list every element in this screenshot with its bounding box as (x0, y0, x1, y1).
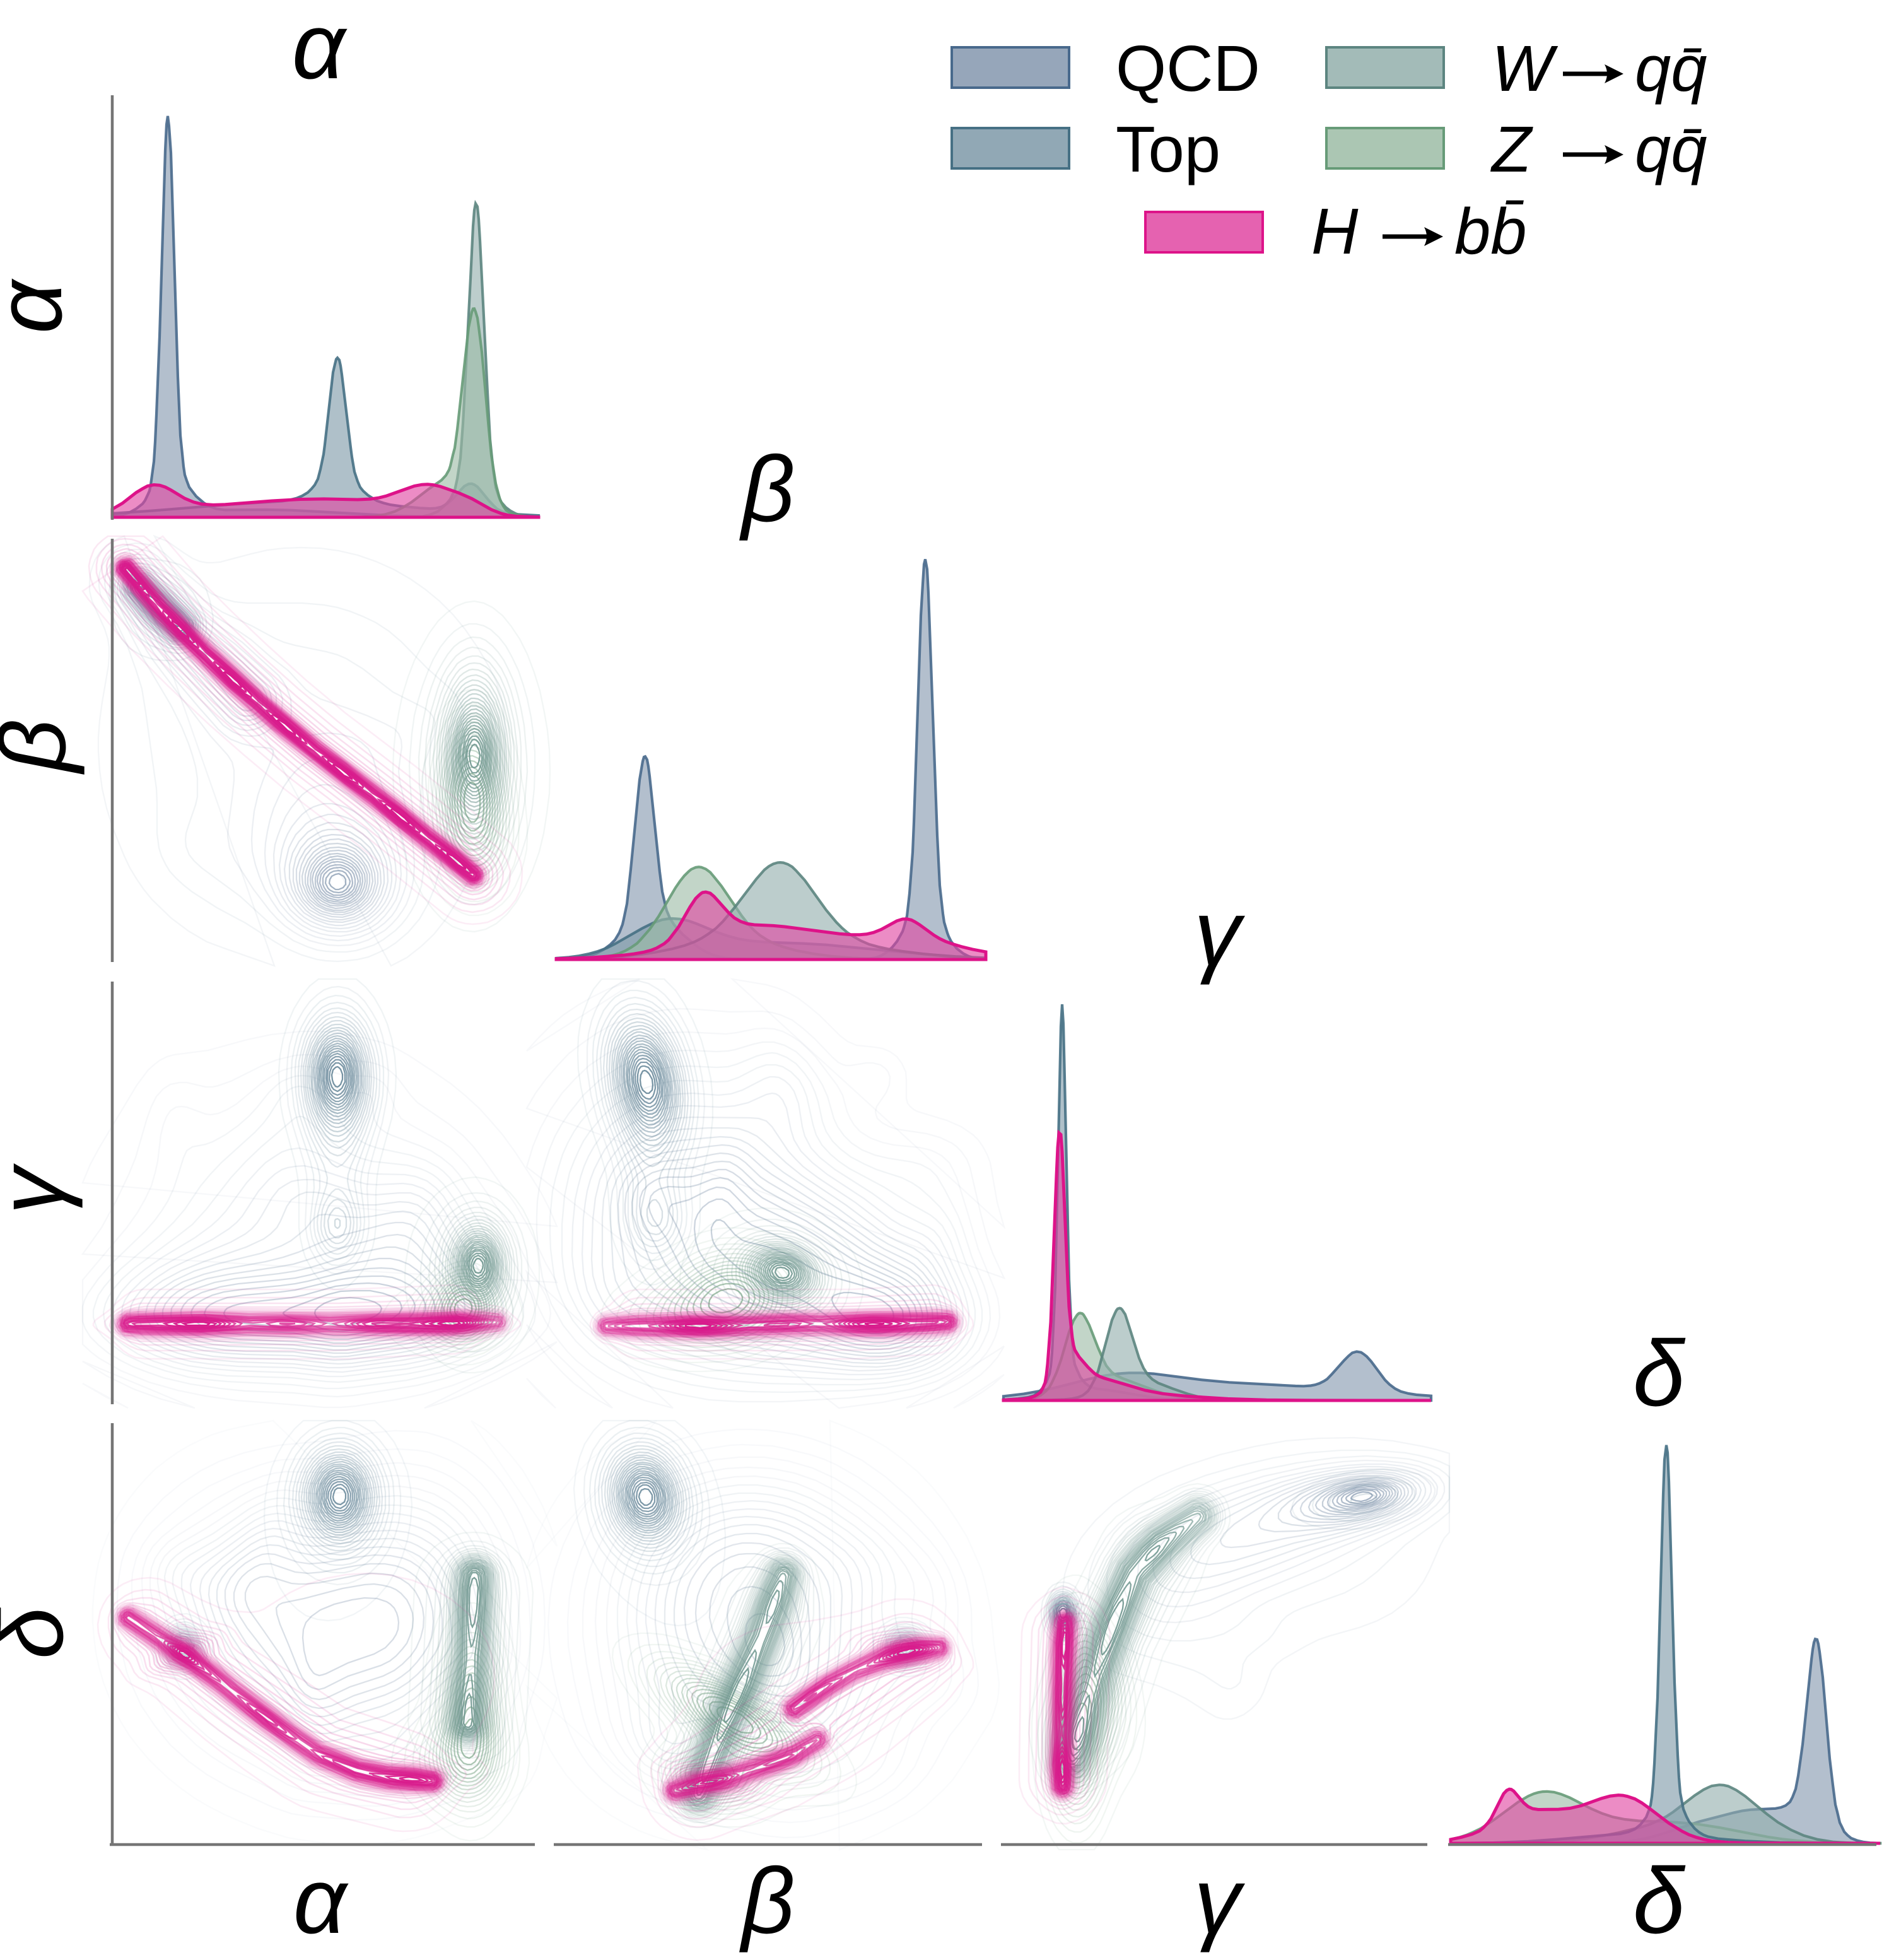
svg-text:Top: Top (1116, 113, 1220, 185)
svg-text:bb̄: bb̄ (1454, 195, 1527, 267)
svg-text:qq̄: qq̄ (1635, 32, 1707, 105)
svg-text:γ: γ (1194, 1849, 1246, 1953)
svg-text:QCD: QCD (1116, 32, 1260, 105)
svg-text:qq̄: qq̄ (1635, 113, 1707, 185)
svg-text:δ: δ (1633, 1849, 1686, 1953)
svg-text:W: W (1492, 32, 1559, 105)
svg-text:H: H (1311, 195, 1359, 267)
svg-text:δ: δ (1633, 1322, 1686, 1426)
svg-text:δ: δ (0, 1606, 83, 1659)
svg-text:β: β (739, 437, 795, 541)
svg-text:α: α (293, 1849, 349, 1953)
svg-text:Z: Z (1490, 113, 1533, 185)
svg-text:β: β (0, 719, 85, 775)
svg-text:β: β (739, 1849, 795, 1953)
svg-text:γ: γ (0, 1163, 83, 1214)
svg-text:α: α (0, 278, 81, 334)
svg-text:γ: γ (1194, 881, 1246, 985)
svg-text:α: α (292, 0, 348, 98)
